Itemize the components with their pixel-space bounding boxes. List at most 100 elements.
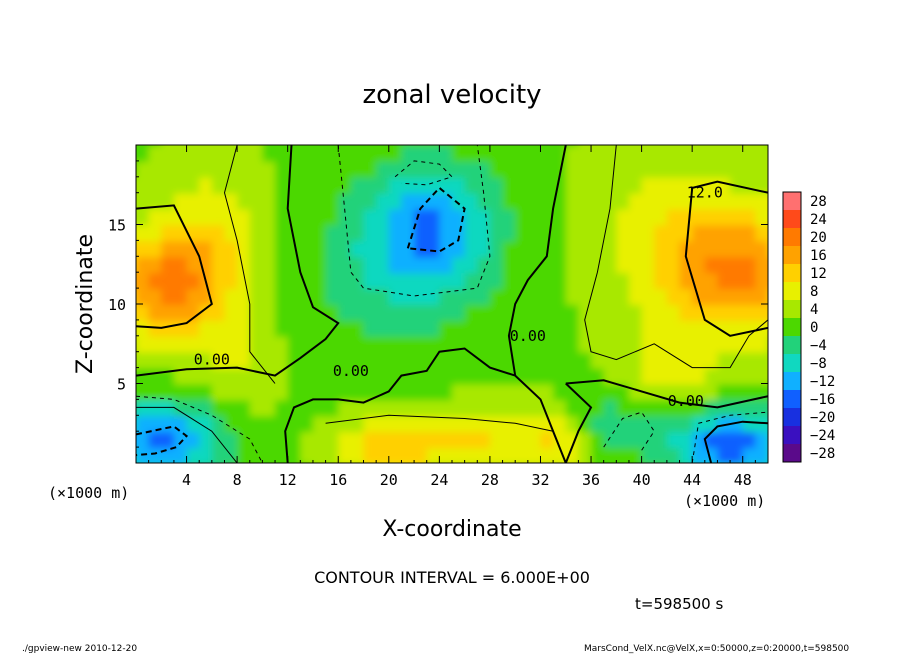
field-cell [186,272,201,290]
field-cell [401,399,415,417]
field-cell [565,399,580,417]
field-cell [464,256,479,274]
field-cell [704,351,719,369]
field-cell [629,256,643,274]
field-cell [603,319,618,337]
field-cell [363,145,378,146]
field-cell [350,256,365,274]
field-cell [565,145,580,162]
field-cell [768,368,782,385]
field-cell [768,129,782,146]
field-cell [136,288,150,305]
field-cell [275,272,289,290]
field-cell [186,160,201,178]
field-cell [679,304,694,321]
field-cell [616,351,630,369]
field-cell [704,208,719,226]
field-cell [489,176,504,194]
field-cell [148,256,163,274]
field-cell [666,335,681,353]
field-cell [136,192,137,210]
field-cell [603,351,618,369]
field-cell [591,288,605,305]
field-cell [742,145,757,162]
field-cell [515,288,529,305]
field-cell [350,160,365,178]
field-cell [603,208,618,226]
field-cell [641,399,656,417]
field-cell [300,335,314,353]
field-cell [199,145,213,146]
field-cell [439,367,453,385]
colorbar: 28 24 20 16 12 8 4 0 −4 −8 −12 −16 −20 −24 −28 [782,191,835,463]
field-cell [717,176,731,194]
field-cell [527,208,542,226]
field-cell [300,463,314,480]
field-cell [489,447,504,463]
field-cell [578,145,592,146]
contour-line [394,160,453,186]
field-cell [249,224,264,242]
field-cell [704,288,719,305]
field-cell [489,145,504,146]
field-cell [540,145,555,162]
field-cell [186,351,201,369]
field-cell [211,367,226,385]
field-cell [439,224,453,242]
x-tick-label: 40 [633,471,651,489]
field-cell [464,240,479,258]
field-cell [401,431,415,449]
field-cell [401,160,415,178]
field-cell [755,256,768,274]
field-cell [540,145,555,146]
field-cell [148,224,163,242]
field-cell [654,145,668,146]
x-tick-label: 4 [182,471,191,489]
field-cell [477,399,491,417]
field-cell [704,319,719,337]
field-cell [148,415,163,433]
field-cell [515,351,529,369]
field-cell [553,192,567,210]
field-cell [287,240,302,258]
field-cell [591,240,605,258]
field-cell [439,145,453,162]
field-cell [616,272,630,290]
field-cell [237,335,251,353]
field-cell [186,176,201,194]
field-cell [566,463,580,480]
field-cell [350,351,365,369]
colorbar-swatch [783,210,801,229]
field-cell [237,224,251,242]
field-cell [199,335,213,353]
field-cell [629,208,643,226]
field-cell [717,415,731,433]
field-cell [300,319,314,337]
field-cell [199,399,213,417]
field-cell [679,160,694,178]
field-cell [136,351,150,369]
field-cell [616,319,630,337]
field-cell [211,304,226,321]
field-cell [768,225,782,242]
contour-line [136,425,189,457]
field-cell [414,224,428,242]
field-cell [515,224,529,242]
field-cell [768,304,782,321]
field-cell [666,145,681,162]
field-cell [136,192,150,210]
field-cell [553,272,567,290]
field-cell [553,415,567,433]
field-cell [477,415,491,433]
field-cell [224,335,239,353]
field-cell [502,256,517,274]
field-cell [730,160,744,178]
time-text: t=598500 s [635,595,723,613]
field-cell [401,272,415,290]
field-cell [173,335,188,353]
field-cell [363,176,378,194]
field-cell [136,447,150,463]
field-cell [553,304,567,321]
field-cell [768,352,782,369]
field-cell [616,304,630,321]
